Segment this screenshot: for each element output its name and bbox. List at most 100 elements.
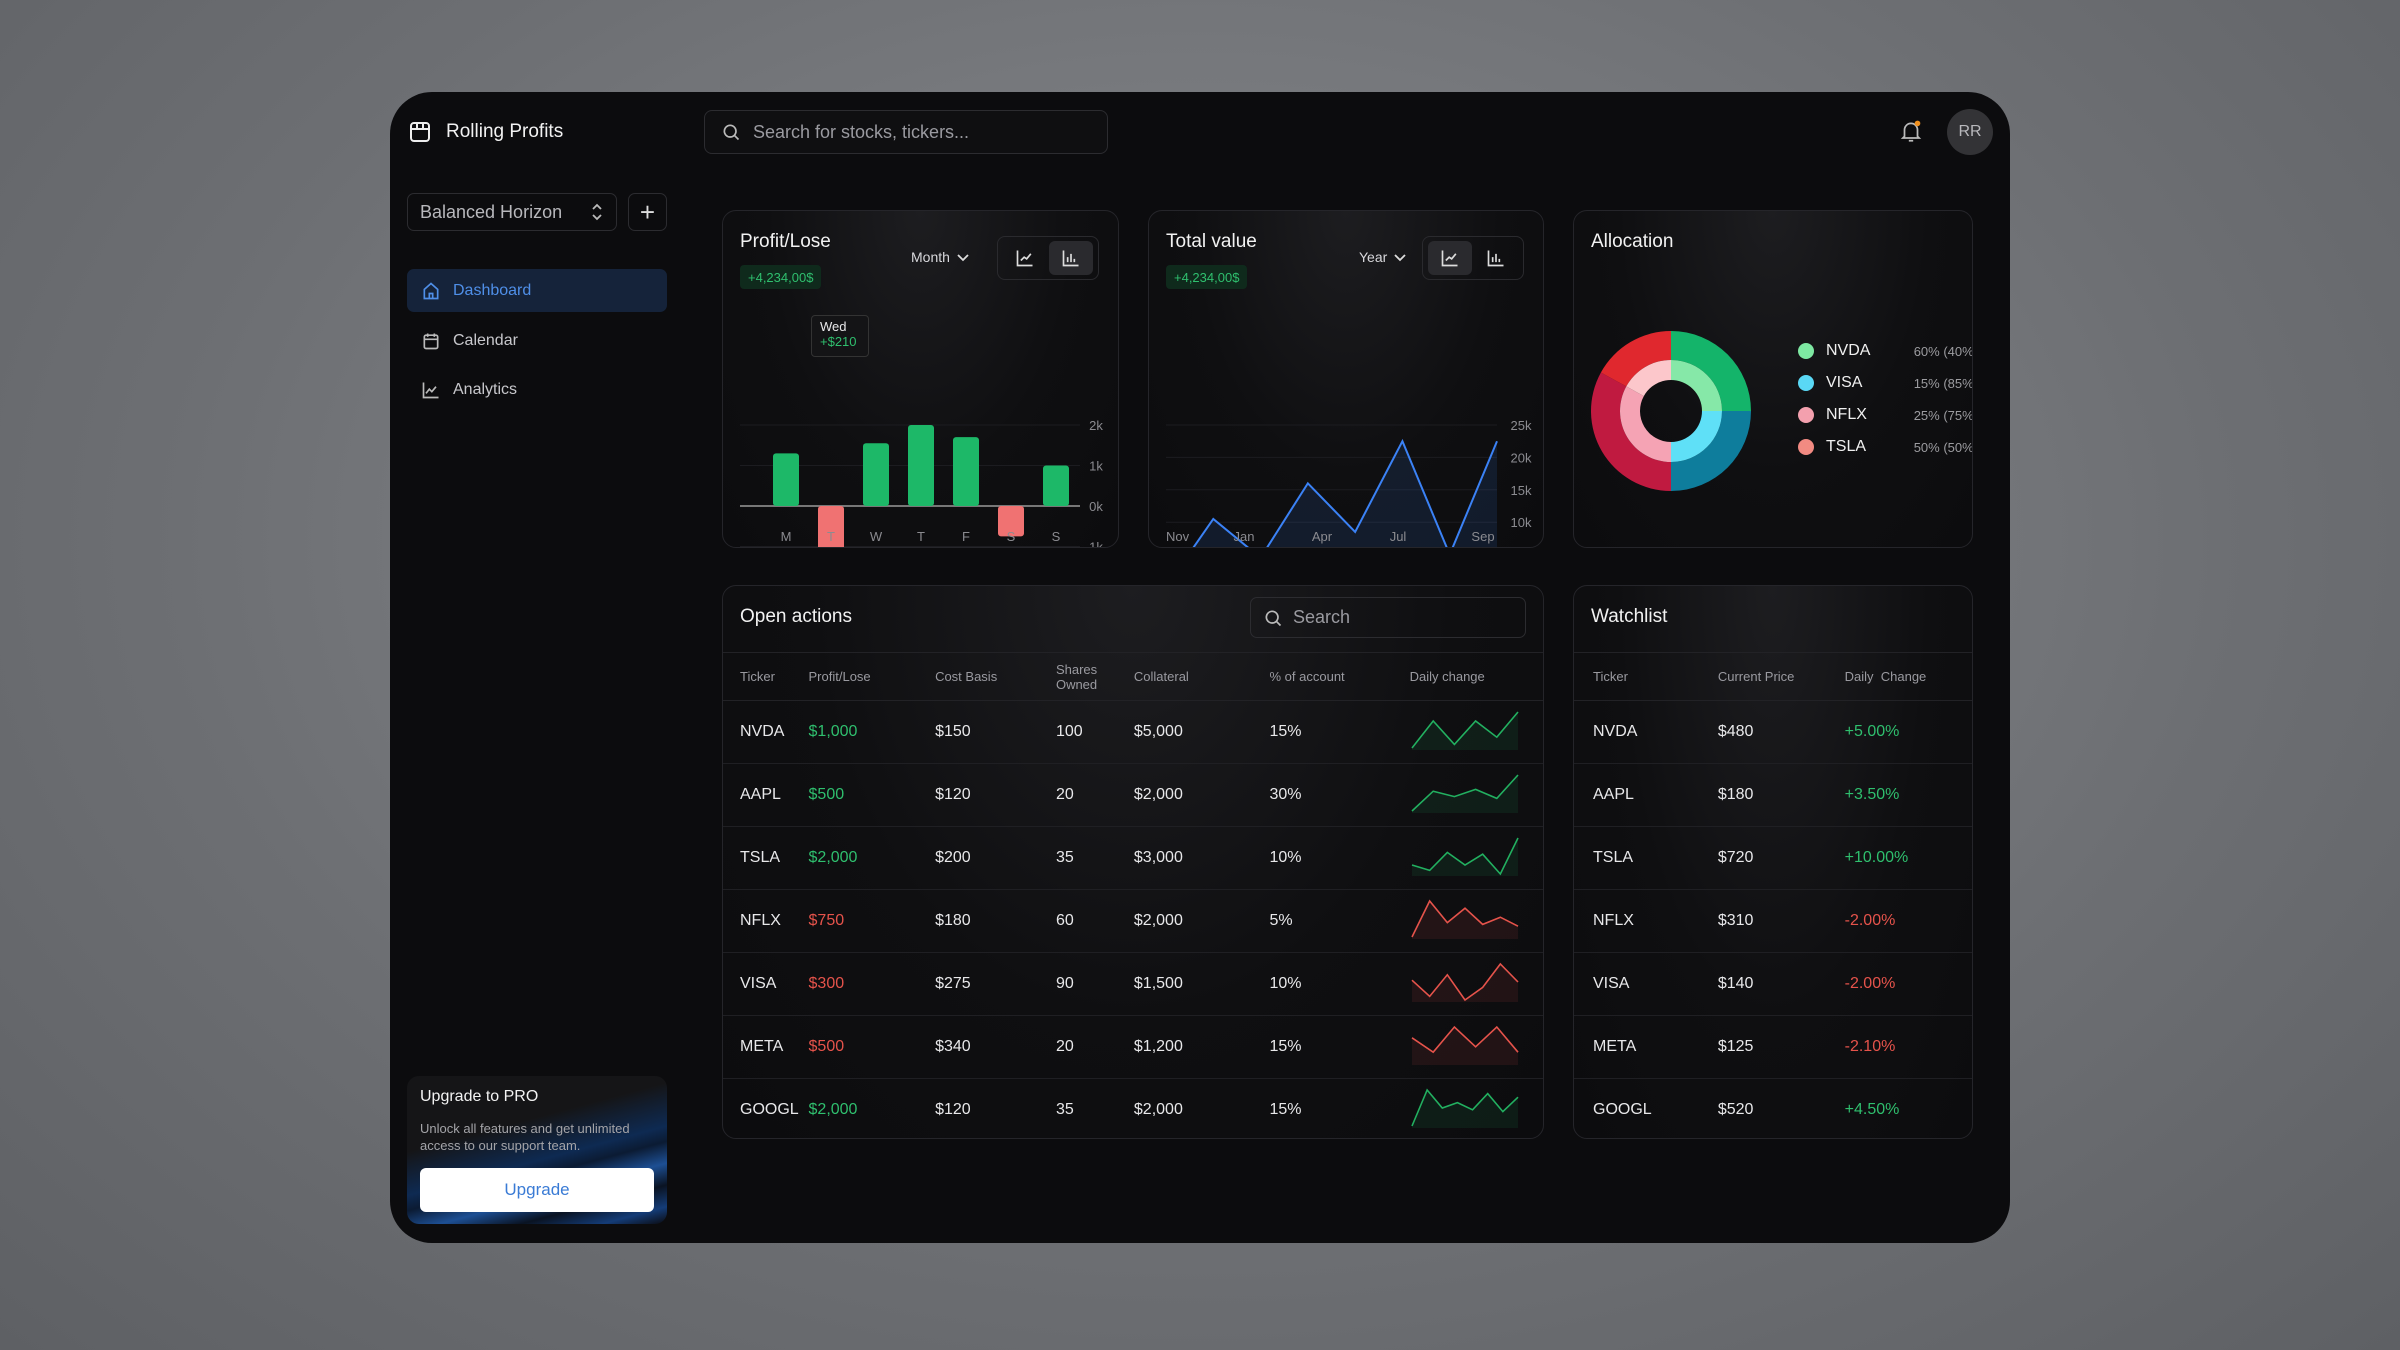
x-tick-label: Nov xyxy=(1166,529,1190,544)
sidebar-item-analytics[interactable]: Analytics xyxy=(407,368,667,411)
sparkline-fill xyxy=(1411,1089,1518,1128)
sidebar-item-calendar[interactable]: Calendar xyxy=(407,319,667,362)
ticker-cell: NVDA xyxy=(723,700,809,764)
donut-slice[interactable] xyxy=(1671,411,1751,491)
x-tick-label: F xyxy=(962,529,970,544)
table-row[interactable]: VISA $300 $275 90 $1,500 10% xyxy=(723,952,1543,1016)
donut-slice[interactable] xyxy=(1671,411,1722,462)
table-row[interactable]: TSLA $2,000 $200 35 $3,000 10% xyxy=(723,826,1543,890)
ticker-cell: NFLX xyxy=(1574,889,1718,953)
bar-chart-button[interactable] xyxy=(1474,241,1518,275)
column-header[interactable]: Ticker xyxy=(1574,652,1718,701)
bar[interactable] xyxy=(818,506,844,548)
bar-chart-icon xyxy=(1487,250,1504,267)
table-row[interactable]: META $500 $340 20 $1,200 15% xyxy=(723,1015,1543,1079)
sidebar-item-dashboard[interactable]: Dashboard xyxy=(407,269,667,312)
sparkline xyxy=(1411,837,1519,876)
table-row[interactable]: NFLX $310 -2.00% xyxy=(1574,889,1972,953)
line-chart-button[interactable] xyxy=(1003,241,1047,275)
bar[interactable] xyxy=(998,506,1024,537)
legend-dot xyxy=(1798,343,1814,359)
bar[interactable] xyxy=(1043,465,1069,507)
bar-chart-button[interactable] xyxy=(1049,241,1093,275)
column-header[interactable]: Daily Change xyxy=(1844,652,1972,701)
line-chart-icon xyxy=(1441,250,1458,267)
sparkline xyxy=(1411,962,1519,1002)
bar[interactable] xyxy=(773,453,799,506)
notifications-button[interactable] xyxy=(1898,118,1924,149)
donut-slice[interactable] xyxy=(1626,360,1671,397)
upgrade-text: Unlock all features and get unlimited ac… xyxy=(420,1121,630,1153)
legend-ticker: TSLA xyxy=(1826,438,1867,455)
x-tick-label: Apr xyxy=(1312,529,1333,544)
table-row[interactable]: GOOGL $520 +4.50% xyxy=(1574,1079,1972,1139)
sparkline-fill xyxy=(1411,900,1518,939)
column-header[interactable]: Current Price xyxy=(1717,652,1845,701)
upgrade-card: Upgrade to PRO Unlock all features and g… xyxy=(407,1076,667,1224)
sparkline-line xyxy=(1411,1025,1519,1053)
legend-dot xyxy=(1798,375,1814,391)
column-header[interactable]: Daily change xyxy=(1409,652,1543,701)
donut-slice[interactable] xyxy=(1600,331,1671,387)
profit-lose-card: Profit/Lose +4,234,00$ Month 2k1k0k1k2kM… xyxy=(722,210,1119,548)
donut-slice[interactable] xyxy=(1671,360,1722,411)
period-dropdown[interactable]: Month xyxy=(911,249,970,265)
sparkline-cell xyxy=(1409,700,1543,764)
sparkline xyxy=(1411,773,1519,813)
bar[interactable] xyxy=(953,437,979,506)
calendar-icon xyxy=(423,333,439,349)
portfolio-select[interactable]: Balanced Horizon xyxy=(407,193,617,231)
add-portfolio-button[interactable]: + xyxy=(628,193,667,231)
column-header[interactable]: % of account xyxy=(1269,652,1410,701)
price-cell: $125 xyxy=(1717,1015,1845,1079)
table-row[interactable]: AAPL $180 +3.50% xyxy=(1574,763,1972,827)
box-icon xyxy=(410,122,430,142)
percent-cell: 10% xyxy=(1269,952,1410,1016)
table-row[interactable]: TSLA $720 +10.00% xyxy=(1574,826,1972,890)
table-row[interactable]: NVDA $480 +5.00% xyxy=(1574,700,1972,764)
bar[interactable] xyxy=(908,425,934,506)
table-row[interactable]: NVDA $1,000 $150 100 $5,000 15% xyxy=(723,700,1543,764)
column-header[interactable]: Shares Owned xyxy=(1055,652,1134,701)
table-row[interactable]: NFLX $750 $180 60 $2,000 5% xyxy=(723,889,1543,953)
profit-cell: $2,000 xyxy=(808,1101,858,1119)
x-tick-label: Jul xyxy=(1390,529,1407,544)
chart-type-toggle xyxy=(1422,236,1524,280)
donut-slice[interactable] xyxy=(1591,372,1671,491)
donut-slice[interactable] xyxy=(1620,386,1671,462)
upgrade-button[interactable]: Upgrade xyxy=(420,1168,654,1212)
total-badge: +4,234,00$ xyxy=(1166,265,1248,289)
x-tick-label: Sep xyxy=(1471,529,1494,544)
avatar[interactable]: RR xyxy=(1947,109,1993,155)
global-search-input[interactable]: Search for stocks, tickers... xyxy=(704,110,1108,154)
legend-value: 60% (40%) xyxy=(1913,343,1973,359)
line-chart-button[interactable] xyxy=(1428,241,1472,275)
percent-cell: 30% xyxy=(1269,763,1410,827)
column-header[interactable]: Cost Basis xyxy=(935,652,1056,701)
donut-slice[interactable] xyxy=(1671,331,1751,411)
collateral-cell: $1,500 xyxy=(1133,952,1270,1016)
y-tick-label: 0k xyxy=(1089,499,1103,514)
chevron-down-icon xyxy=(1394,254,1406,262)
open-actions-search-input[interactable]: Search xyxy=(1250,597,1526,638)
chart-tooltip: Wed +$210 xyxy=(811,315,869,357)
y-tick-label: 1k xyxy=(1089,540,1103,549)
table-row[interactable]: META $125 -2.10% xyxy=(1574,1015,1972,1079)
column-header[interactable]: Collateral xyxy=(1133,652,1270,701)
column-header[interactable]: Ticker xyxy=(723,652,809,701)
price-cell: $180 xyxy=(1717,763,1845,827)
table-row[interactable]: VISA $140 -2.00% xyxy=(1574,952,1972,1016)
sparkline-cell xyxy=(1409,763,1543,827)
ticker-cell: META xyxy=(723,1015,809,1079)
period-dropdown[interactable]: Year xyxy=(1359,249,1407,265)
column-header[interactable]: Profit/Lose xyxy=(808,652,936,701)
sidebar-item-label: Calendar xyxy=(453,331,518,349)
bar[interactable] xyxy=(863,443,889,506)
search-icon xyxy=(723,124,740,141)
percent-cell: 15% xyxy=(1269,1015,1410,1079)
card-title: Allocation xyxy=(1591,231,1674,252)
table-row[interactable]: AAPL $500 $120 20 $2,000 30% xyxy=(723,763,1543,827)
price-cell: $140 xyxy=(1717,952,1845,1016)
bell-icon xyxy=(1900,120,1922,142)
table-row[interactable]: GOOGL $2,000 $120 35 $2,000 15% xyxy=(723,1079,1543,1139)
